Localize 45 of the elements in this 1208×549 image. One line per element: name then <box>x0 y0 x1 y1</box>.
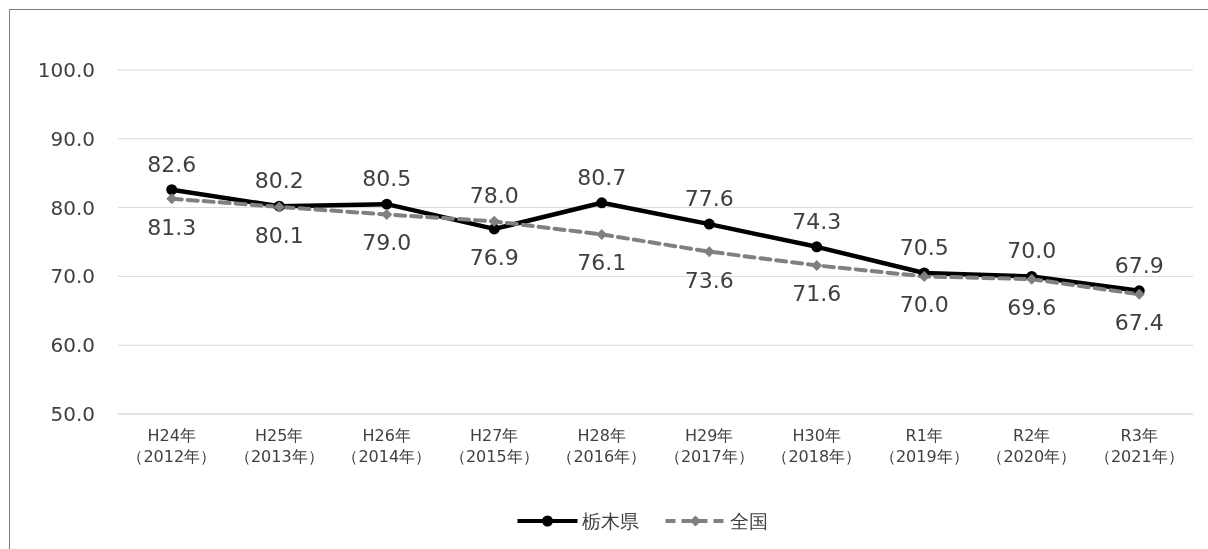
x-tick-label: H28年（2016年） <box>557 426 647 466</box>
data-label: 74.3 <box>792 208 842 234</box>
data-label: 78.0 <box>469 183 519 209</box>
point <box>596 197 608 209</box>
point <box>488 215 500 227</box>
data-label: 76.9 <box>469 244 519 270</box>
legend-label: 栃木県 <box>581 510 639 532</box>
legend-label: 全国 <box>729 510 768 532</box>
data-label: 71.6 <box>792 281 842 307</box>
x-tick-label: R1年（2019年） <box>879 426 969 466</box>
y-tick-label: 60.0 <box>50 333 95 358</box>
x-tick-label: H24年（2012年） <box>127 426 217 466</box>
data-label: 67.9 <box>1114 252 1164 278</box>
x-tick-label: R2年（2020年） <box>987 426 1077 466</box>
data-label: 73.6 <box>684 267 734 293</box>
x-tick-label: H29年（2017年） <box>664 426 754 466</box>
data-label: 70.5 <box>899 234 949 260</box>
x-tick-label: H25年（2013年） <box>234 426 324 466</box>
data-label: 81.3 <box>147 214 197 240</box>
data-label: 70.0 <box>899 292 949 318</box>
x-tick-label: H27年（2015年） <box>449 426 539 466</box>
y-tick-label: 80.0 <box>50 195 95 220</box>
data-label: 80.7 <box>577 164 627 190</box>
point <box>811 241 823 253</box>
data-label: 70.0 <box>1007 238 1057 264</box>
y-tick-label: 70.0 <box>50 264 95 289</box>
data-label: 80.5 <box>362 166 412 192</box>
data-label: 67.4 <box>1114 310 1164 336</box>
y-tick-label: 90.0 <box>50 126 95 151</box>
data-label: 80.2 <box>254 168 304 194</box>
x-tick-label: R3年（2021年） <box>1094 426 1184 466</box>
data-label: 77.6 <box>684 186 734 212</box>
point <box>166 184 178 196</box>
x-tick-label: H26年（2014年） <box>342 426 432 466</box>
data-label: 82.6 <box>147 151 197 177</box>
y-tick-label: 50.0 <box>50 402 95 426</box>
data-label: 69.6 <box>1007 295 1057 321</box>
data-label: 79.0 <box>362 230 412 256</box>
point <box>703 218 715 230</box>
x-tick-label: H30年（2018年） <box>772 426 862 466</box>
y-tick-label: 100.0 <box>37 58 95 82</box>
data-label: 76.1 <box>577 250 627 276</box>
point <box>811 259 823 271</box>
data-label: 80.1 <box>254 222 304 248</box>
point <box>381 198 393 210</box>
